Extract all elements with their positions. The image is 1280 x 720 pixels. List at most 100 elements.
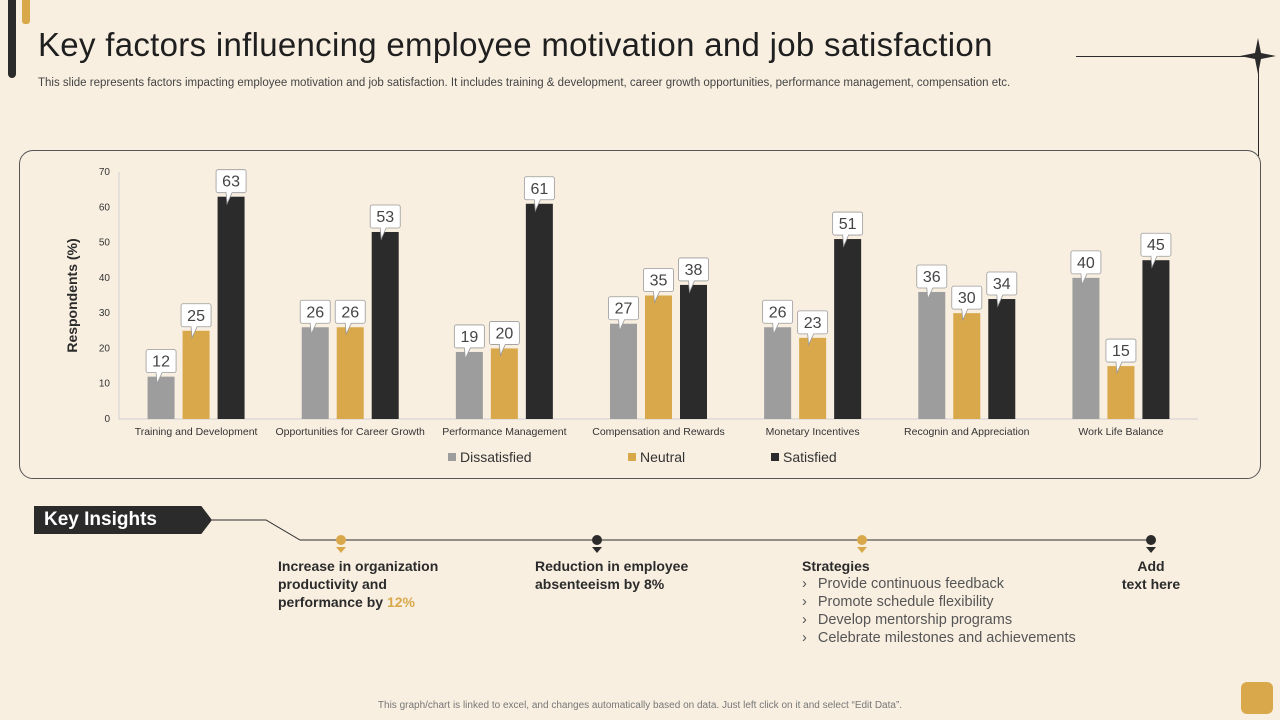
insight-absenteeism-line1: Reduction in employee xyxy=(535,558,689,574)
data-label: 35 xyxy=(650,273,668,290)
data-label-callout xyxy=(488,321,520,357)
data-label-callout xyxy=(1070,250,1102,287)
data-label-callout xyxy=(369,204,401,241)
bar-neutral-opportunities-for-career-growth xyxy=(336,327,364,419)
data-label-callout xyxy=(180,303,212,340)
insight-placeholder: Add text here xyxy=(1100,557,1202,593)
x-tick-label: Training and Development xyxy=(135,426,258,438)
bar-neutral-compensation-and-rewards xyxy=(645,295,672,419)
y-tick-label: 40 xyxy=(99,273,111,284)
data-label: 26 xyxy=(306,304,324,321)
bar-satisfied-training-and-development xyxy=(217,196,245,419)
data-label: 20 xyxy=(495,325,513,342)
x-tick-label: Opportunities for Career Growth xyxy=(276,426,426,438)
accent-bar-gold xyxy=(22,0,30,24)
x-tick-label: Recognin and Appreciation xyxy=(904,426,1030,438)
y-tick-label: 50 xyxy=(99,238,111,249)
accent-bar-dark xyxy=(8,0,16,78)
page-subtitle: This slide represents factors impacting … xyxy=(38,77,1011,89)
strategy-item: Develop mentorship programs xyxy=(802,611,1076,629)
title-vertical-rule xyxy=(1258,56,1259,156)
data-label-callout xyxy=(986,271,1018,308)
y-axis-title: Respondents (%) xyxy=(64,238,80,352)
data-label: 53 xyxy=(376,209,394,226)
bar-dissatisfied-work-life-balance xyxy=(1072,277,1100,419)
data-label-callout xyxy=(1140,232,1172,269)
data-label: 38 xyxy=(685,262,703,279)
legend-label-dissatisfied: Dissatisfied xyxy=(460,449,532,465)
bar-satisfied-performance-management xyxy=(525,203,553,419)
y-tick-label: 20 xyxy=(99,343,111,354)
y-tick-label: 70 xyxy=(99,167,111,178)
insight-placeholder-line1: Add xyxy=(1137,558,1165,574)
insight-strategies: Strategies Provide continuous feedback P… xyxy=(802,557,1076,647)
insights-timeline xyxy=(212,519,1156,553)
data-label-callout xyxy=(145,349,177,386)
timeline-marker-dark xyxy=(592,535,602,553)
data-label: 45 xyxy=(1147,237,1165,254)
data-label: 40 xyxy=(1077,255,1095,272)
legend-label-neutral: Neutral xyxy=(640,449,685,465)
insight-productivity-highlight: 12% xyxy=(386,594,415,610)
data-label-callout xyxy=(523,176,555,213)
strategy-item: Promote schedule flexibility xyxy=(802,593,1076,611)
legend-swatch-satisfied xyxy=(771,453,779,461)
data-label-callout xyxy=(608,296,639,333)
insight-productivity-line3: performance by 12% xyxy=(278,593,438,611)
data-label-callout xyxy=(916,264,948,301)
bar-dissatisfied-opportunities-for-career-growth xyxy=(301,327,329,419)
y-tick-label: 30 xyxy=(99,308,111,319)
bar-dissatisfied-recognin-and-appreciation xyxy=(918,291,946,419)
data-label: 36 xyxy=(923,269,941,286)
bar-dissatisfied-performance-management xyxy=(455,351,483,419)
data-label-callout xyxy=(797,310,829,347)
footer-note: This graph/chart is linked to excel, and… xyxy=(377,700,903,711)
bar-dissatisfied-monetary-incentives xyxy=(764,327,792,419)
insight-productivity: Increase in organization productivity an… xyxy=(278,557,438,611)
bar-neutral-work-life-balance xyxy=(1107,366,1135,419)
data-label: 23 xyxy=(804,315,822,332)
x-tick-label: Compensation and Rewards xyxy=(592,426,725,438)
data-label: 19 xyxy=(460,329,478,346)
data-label: 61 xyxy=(530,181,548,198)
bar-dissatisfied-training-and-development xyxy=(147,376,175,419)
y-tick-label: 10 xyxy=(99,379,111,390)
bar-satisfied-compensation-and-rewards xyxy=(680,284,707,419)
insight-productivity-prefix: performance by xyxy=(278,594,387,610)
legend-label-satisfied: Satisfied xyxy=(783,449,837,465)
data-label: 15 xyxy=(1112,343,1130,360)
data-label-callout xyxy=(951,285,983,322)
bar-neutral-performance-management xyxy=(490,348,518,419)
strategy-item: Celebrate milestones and achievements xyxy=(802,629,1076,647)
timeline-marker-gold xyxy=(336,535,346,553)
bar-satisfied-opportunities-for-career-growth xyxy=(371,231,399,419)
data-label: 51 xyxy=(839,216,857,233)
data-label-callout xyxy=(215,169,247,206)
data-label: 34 xyxy=(993,276,1011,293)
legend-swatch-dissatisfied xyxy=(448,453,456,461)
bar-neutral-training-and-development xyxy=(182,330,210,419)
page-title: Key factors influencing employee motivat… xyxy=(38,26,993,63)
insight-absenteeism: Reduction in employee absenteeism by 8% xyxy=(535,557,688,593)
corner-action-button[interactable] xyxy=(1241,682,1273,714)
strategy-item: Provide continuous feedback xyxy=(802,575,1076,593)
data-label-callout xyxy=(299,299,331,336)
title-rule xyxy=(1076,56,1256,57)
x-tick-label: Monetary Incentives xyxy=(766,426,860,438)
data-label: 12 xyxy=(152,354,170,371)
legend-swatch-neutral xyxy=(628,453,636,461)
sparkle-star-icon xyxy=(1240,38,1276,74)
y-tick-label: 0 xyxy=(104,414,110,425)
bar-neutral-recognin-and-appreciation xyxy=(953,313,981,419)
insight-absenteeism-line2: absenteeism by 8% xyxy=(535,576,665,592)
bar-neutral-monetary-incentives xyxy=(799,337,827,419)
bar-chart: 0 10 20 30 40 50 60 70 Respondents (%) 12 25 63 Trai… xyxy=(64,167,1198,465)
insight-placeholder-line2: text here xyxy=(1121,576,1181,592)
bar-satisfied-recognin-and-appreciation xyxy=(988,299,1016,419)
timeline-marker-gold xyxy=(857,535,867,553)
data-label: 27 xyxy=(615,301,633,318)
timeline-marker-dark xyxy=(1146,535,1156,553)
insight-productivity-line1: Increase in organization xyxy=(278,558,439,574)
data-label-callout xyxy=(832,211,864,248)
strategies-list: Provide continuous feedback Promote sche… xyxy=(802,575,1076,647)
